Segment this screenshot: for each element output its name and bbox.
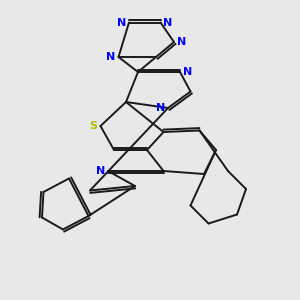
Text: S: S [89,121,97,131]
Text: N: N [183,67,192,77]
Text: N: N [164,17,172,28]
Text: N: N [106,52,116,62]
Text: N: N [177,37,186,47]
Text: N: N [117,17,126,28]
Text: N: N [156,103,165,113]
Text: N: N [96,166,105,176]
